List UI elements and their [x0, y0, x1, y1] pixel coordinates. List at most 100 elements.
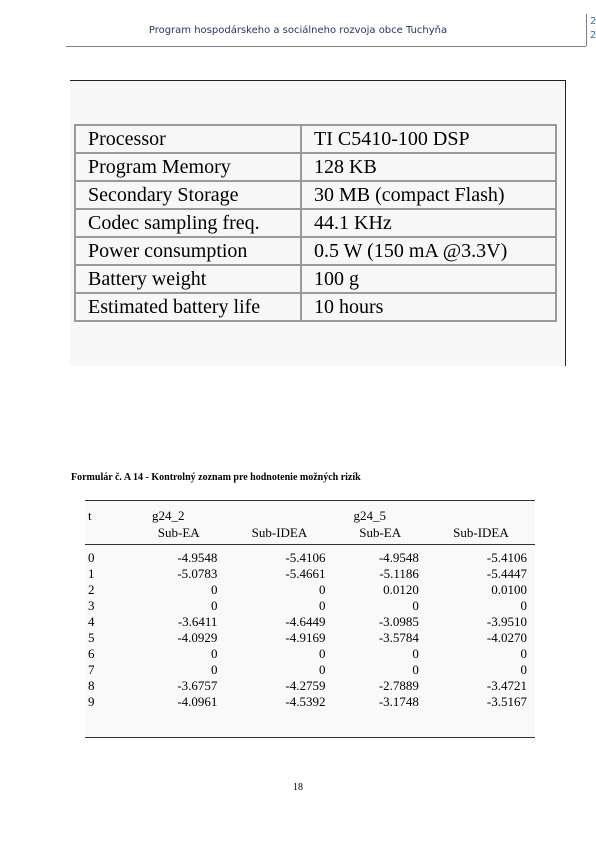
results-value-cell: 0 — [318, 646, 326, 661]
spec-value-cell: 0.5 W (150 mA @3.3V) — [300, 236, 557, 266]
row-header-cell: t — [88, 508, 92, 523]
results-row: 1 -5.0783 -5.4661 -5.1186 -5.4447 — [85, 566, 535, 582]
side-page-digit-1: 2 — [590, 16, 596, 27]
results-value-cell: -3.6757 — [177, 678, 218, 693]
spec-label-cell: Secondary Storage — [74, 180, 302, 210]
results-row: 0 -4.9548 -5.4106 -4.9548 -5.4106 — [85, 545, 535, 567]
results-value-cell: 0 — [210, 662, 218, 677]
results-value-cell: -5.1186 — [379, 566, 419, 581]
results-value-cell: 0 — [412, 598, 419, 613]
results-row: 7 0 0 0 0 — [85, 662, 535, 678]
results-t-cell: 8 — [88, 678, 95, 693]
results-t-cell: 3 — [88, 598, 95, 613]
spec-label-cell: Codec sampling freq. — [74, 208, 302, 238]
spec-label-cell: Processor — [74, 124, 302, 154]
results-value-cell: 0 — [520, 598, 528, 613]
results-value-cell: -4.0961 — [177, 694, 218, 709]
results-value-cell: -4.9548 — [378, 550, 419, 565]
group-header-cell: g24_5 — [353, 508, 386, 523]
results-value-cell: -3.4721 — [486, 678, 527, 693]
results-t-cell: 0 — [88, 550, 95, 565]
results-value-cell: 0 — [210, 646, 218, 661]
results-value-cell: -3.5167 — [486, 694, 527, 709]
spec-row: Program Memory 128 KB — [74, 152, 557, 182]
subheader-cell: Sub-IDEA — [426, 524, 535, 545]
results-value-cell: 0.0120 — [383, 582, 419, 597]
subheader-cell — [85, 524, 132, 545]
page-number: 18 — [293, 782, 303, 793]
results-row: 6 0 0 0 0 — [85, 646, 535, 662]
results-t-cell: 5 — [88, 630, 95, 645]
results-row: 3 0 0 0 0 — [85, 598, 535, 614]
results-value-cell: 0 — [210, 582, 218, 597]
spec-value-cell: 44.1 KHz — [300, 208, 557, 238]
subheader-cell: Sub-EA — [132, 524, 226, 545]
spec-row: Battery weight 100 g — [74, 264, 557, 294]
spec-row: Power consumption 0.5 W (150 mA @3.3V) — [74, 236, 557, 266]
results-value-cell: -4.0929 — [177, 630, 218, 645]
spec-label-cell: Estimated battery life — [74, 292, 302, 322]
spec-value-cell: 128 KB — [300, 152, 557, 182]
results-value-cell: 0 — [210, 598, 218, 613]
group-header-cell: g24_2 — [152, 508, 185, 523]
results-value-cell: 0.0100 — [491, 582, 527, 597]
spec-label-cell: Power consumption — [74, 236, 302, 266]
results-value-cell: 0 — [520, 646, 528, 661]
results-value-cell: 0 — [318, 662, 326, 677]
results-t-cell: 1 — [88, 566, 95, 581]
results-value-cell: -5.4106 — [285, 550, 326, 565]
side-page-digit-2: 2 — [590, 30, 596, 41]
results-value-cell: 0 — [318, 582, 326, 597]
results-value-cell: 0 — [412, 662, 419, 677]
results-row: 5 -4.0929 -4.9169 -3.5784 -4.0270 — [85, 630, 535, 646]
subheader-cell: Sub-EA — [333, 524, 427, 545]
header-divider — [66, 46, 586, 47]
spec-value-cell: 100 g — [300, 264, 557, 294]
results-row: 9 -4.0961 -4.5392 -3.1748 -3.5167 — [85, 694, 535, 710]
results-value-cell: 0 — [318, 598, 326, 613]
results-value-cell: -5.4106 — [486, 550, 527, 565]
results-value-cell: -3.6411 — [177, 614, 218, 629]
spec-label-cell: Program Memory — [74, 152, 302, 182]
formular-caption: Formulár č. A 14 - Kontrolný zoznam pre … — [71, 472, 361, 483]
spec-row: Codec sampling freq. 44.1 KHz — [74, 208, 557, 238]
results-row: 2 0 0 0.0120 0.0100 — [85, 582, 535, 598]
results-row: 8 -3.6757 -4.2759 -2.7889 -3.4721 — [85, 678, 535, 694]
results-t-cell: 4 — [88, 614, 95, 629]
results-value-cell: -2.7889 — [378, 678, 419, 693]
results-t-cell: 2 — [88, 582, 95, 597]
results-value-cell: -4.9169 — [285, 630, 326, 645]
spec-row: Estimated battery life 10 hours — [74, 292, 557, 322]
spec-value-cell: TI C5410-100 DSP — [300, 124, 557, 154]
results-value-cell: -4.0270 — [486, 630, 527, 645]
spec-row: Processor TI C5410-100 DSP — [74, 124, 557, 154]
results-t-cell: 7 — [88, 662, 95, 677]
side-divider — [586, 14, 587, 46]
spec-value-cell: 30 MB (compact Flash) — [300, 180, 557, 210]
subheader-cell: Sub-IDEA — [225, 524, 334, 545]
spec-table: Processor TI C5410-100 DSP Program Memory 1… — [74, 124, 557, 322]
results-value-cell: -3.1748 — [378, 694, 419, 709]
results-value-cell: -3.9510 — [486, 614, 527, 629]
results-t-cell: 6 — [88, 646, 95, 661]
results-value-cell: -4.2759 — [285, 678, 326, 693]
results-group-header-row: t g24_2 g24_5 — [85, 508, 535, 524]
spec-value-cell: 10 hours — [300, 292, 557, 322]
spec-row: Secondary Storage 30 MB (compact Flash) — [74, 180, 557, 210]
page-header-title: Program hospodárskeho a sociálneho rozvo… — [148, 25, 448, 36]
results-subheader-row: Sub-EA Sub-IDEA Sub-EA Sub-IDEA — [85, 524, 535, 545]
results-value-cell: 0 — [520, 662, 528, 677]
results-value-cell: -5.4661 — [285, 566, 326, 581]
results-value-cell: -3.5784 — [378, 630, 419, 645]
results-value-cell: -4.6449 — [285, 614, 326, 629]
spec-label-cell: Battery weight — [74, 264, 302, 294]
results-value-cell: -5.4447 — [486, 566, 527, 581]
results-value-cell: -3.0985 — [378, 614, 419, 629]
results-row: 4 -3.6411 -4.6449 -3.0985 -3.9510 — [85, 614, 535, 630]
results-value-cell: -4.5392 — [285, 694, 326, 709]
results-value-cell: 0 — [412, 646, 419, 661]
results-value-cell: -5.0783 — [177, 566, 218, 581]
results-value-cell: -4.9548 — [177, 550, 218, 565]
results-t-cell: 9 — [88, 694, 95, 709]
results-table: t g24_2 g24_5 Sub-EA Sub-IDEA Sub-EA Sub… — [85, 508, 535, 710]
